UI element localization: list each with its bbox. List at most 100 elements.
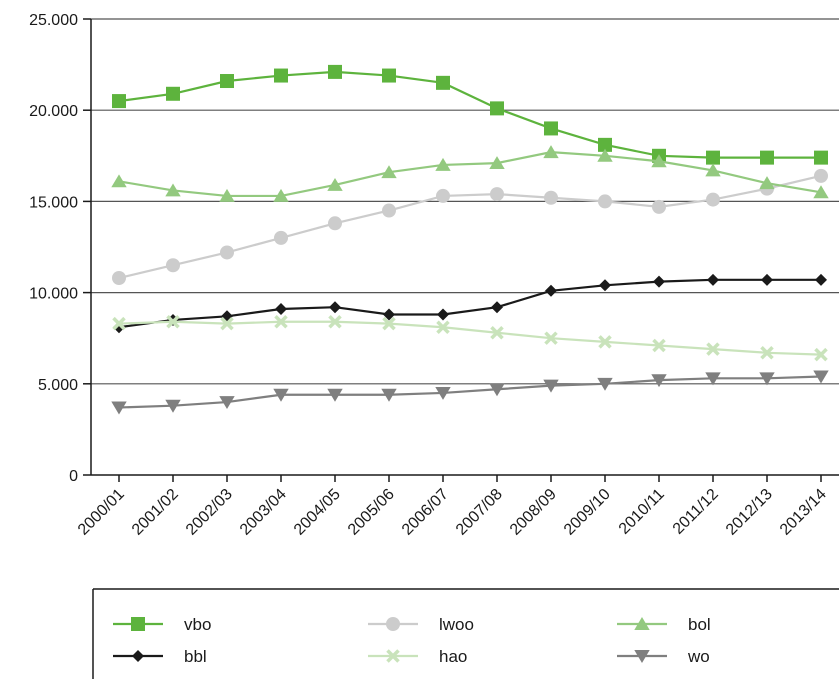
- data-point-hao: [166, 315, 180, 329]
- series-hao: [112, 315, 828, 362]
- legend-item-vbo: vbo: [113, 615, 211, 634]
- data-point-bol: [111, 174, 127, 188]
- data-point-wo: [597, 377, 613, 391]
- data-point-bbl: [329, 301, 341, 314]
- data-point-lwoo: [220, 245, 234, 260]
- legend-label: lwoo: [439, 615, 474, 634]
- x-tick-label: 2004/05: [291, 486, 344, 539]
- x-tick-label: 2008/09: [507, 486, 560, 539]
- data-point-bol: [327, 177, 343, 191]
- data-point-lwoo: [274, 230, 288, 245]
- y-tick-label: 25.000: [29, 12, 78, 29]
- data-point-lwoo: [544, 190, 558, 205]
- data-point-bbl: [707, 273, 719, 286]
- data-point-lwoo: [166, 258, 180, 273]
- series-line-hao: [118, 320, 822, 356]
- series-line-vbo: [118, 70, 821, 159]
- series-lwoo: [112, 168, 828, 286]
- x-tick-label: 2011/12: [670, 486, 722, 538]
- data-point-vbo: [814, 150, 828, 165]
- x-tick-label: 2013/14: [777, 486, 830, 539]
- x-tick-label: 2005/06: [345, 486, 398, 539]
- data-point-vbo: [490, 101, 504, 116]
- data-point-vbo: [220, 74, 234, 89]
- legend-label: hao: [439, 647, 467, 666]
- data-point-bol: [705, 163, 721, 177]
- data-point-hao: [112, 316, 126, 331]
- data-point-wo: [327, 388, 343, 402]
- x-tick-label: 2012/13: [723, 486, 776, 539]
- data-point-bbl: [599, 279, 611, 292]
- x-tick-label: 2009/10: [561, 486, 614, 539]
- legend-label: vbo: [184, 615, 211, 634]
- data-point-vbo: [598, 137, 612, 152]
- legend-marker: [131, 617, 145, 631]
- data-point-bbl: [491, 301, 503, 314]
- legend-item-lwoo: lwoo: [368, 615, 474, 634]
- legend: vbo lwoo bol bbl hao wo: [92, 588, 839, 679]
- y-tick-label: 5.000: [38, 377, 78, 394]
- data-point-bol: [273, 188, 289, 202]
- data-point-wo: [651, 374, 667, 388]
- data-point-hao: [652, 338, 666, 353]
- data-point-hao: [274, 315, 288, 329]
- data-point-vbo: [544, 121, 558, 136]
- legend-item-bbl: bbl: [113, 647, 207, 666]
- data-point-wo: [489, 383, 505, 397]
- data-point-wo: [219, 396, 235, 410]
- y-axis-ticks: 0 5.000 10.000 15.000 20.000 25.000: [29, 12, 91, 485]
- data-point-wo: [165, 399, 181, 413]
- data-point-vbo: [382, 68, 396, 83]
- data-point-wo: [435, 386, 451, 400]
- x-tick-label: 2003/04: [237, 486, 290, 539]
- legend-label: bol: [688, 615, 711, 634]
- series-line-lwoo: [118, 174, 822, 280]
- data-point-hao: [490, 325, 504, 340]
- data-point-wo: [705, 372, 721, 386]
- data-point-vbo: [706, 150, 720, 165]
- legend-marker: [386, 649, 400, 663]
- data-point-wo: [273, 388, 289, 402]
- legend-item-wo: wo: [617, 647, 710, 666]
- y-tick-label: 10.000: [29, 286, 78, 303]
- data-point-hao: [436, 320, 450, 334]
- data-point-hao: [814, 347, 828, 362]
- axes: [90, 19, 839, 476]
- legend-label: wo: [687, 647, 710, 666]
- series-bol: [111, 145, 829, 202]
- series-line-wo: [118, 375, 822, 409]
- y-tick-label: 0: [69, 468, 78, 485]
- legend-item-bol: bol: [617, 615, 711, 634]
- data-point-hao: [220, 316, 234, 331]
- x-tick-label: 2010/11: [616, 486, 668, 538]
- series-line-bbl: [118, 278, 821, 329]
- data-point-bol: [759, 176, 775, 190]
- data-point-wo: [381, 388, 397, 402]
- data-point-bol: [489, 156, 505, 170]
- data-point-hao: [544, 331, 558, 345]
- data-point-lwoo: [652, 199, 666, 214]
- data-point-vbo: [328, 64, 342, 79]
- data-point-hao: [382, 316, 396, 331]
- data-point-vbo: [436, 75, 450, 90]
- data-point-lwoo: [814, 168, 828, 183]
- data-point-bbl: [653, 275, 665, 288]
- data-point-hao: [706, 342, 720, 356]
- data-point-vbo: [166, 86, 180, 101]
- data-point-bbl: [545, 284, 557, 297]
- data-point-lwoo: [382, 203, 396, 218]
- data-point-lwoo: [598, 194, 612, 209]
- series-group: [111, 64, 829, 415]
- x-tick-label: 2002/03: [183, 486, 236, 539]
- data-point-lwoo: [436, 188, 450, 203]
- data-point-lwoo: [328, 216, 342, 231]
- x-tick-label: 2001/02: [129, 486, 182, 539]
- data-point-bol: [597, 148, 613, 162]
- data-point-bol: [381, 165, 397, 179]
- data-point-wo: [543, 379, 559, 393]
- legend-marker: [386, 617, 400, 631]
- data-point-lwoo: [706, 192, 720, 207]
- data-point-bol: [435, 157, 451, 171]
- series-wo: [111, 370, 829, 415]
- data-point-bol: [543, 145, 559, 159]
